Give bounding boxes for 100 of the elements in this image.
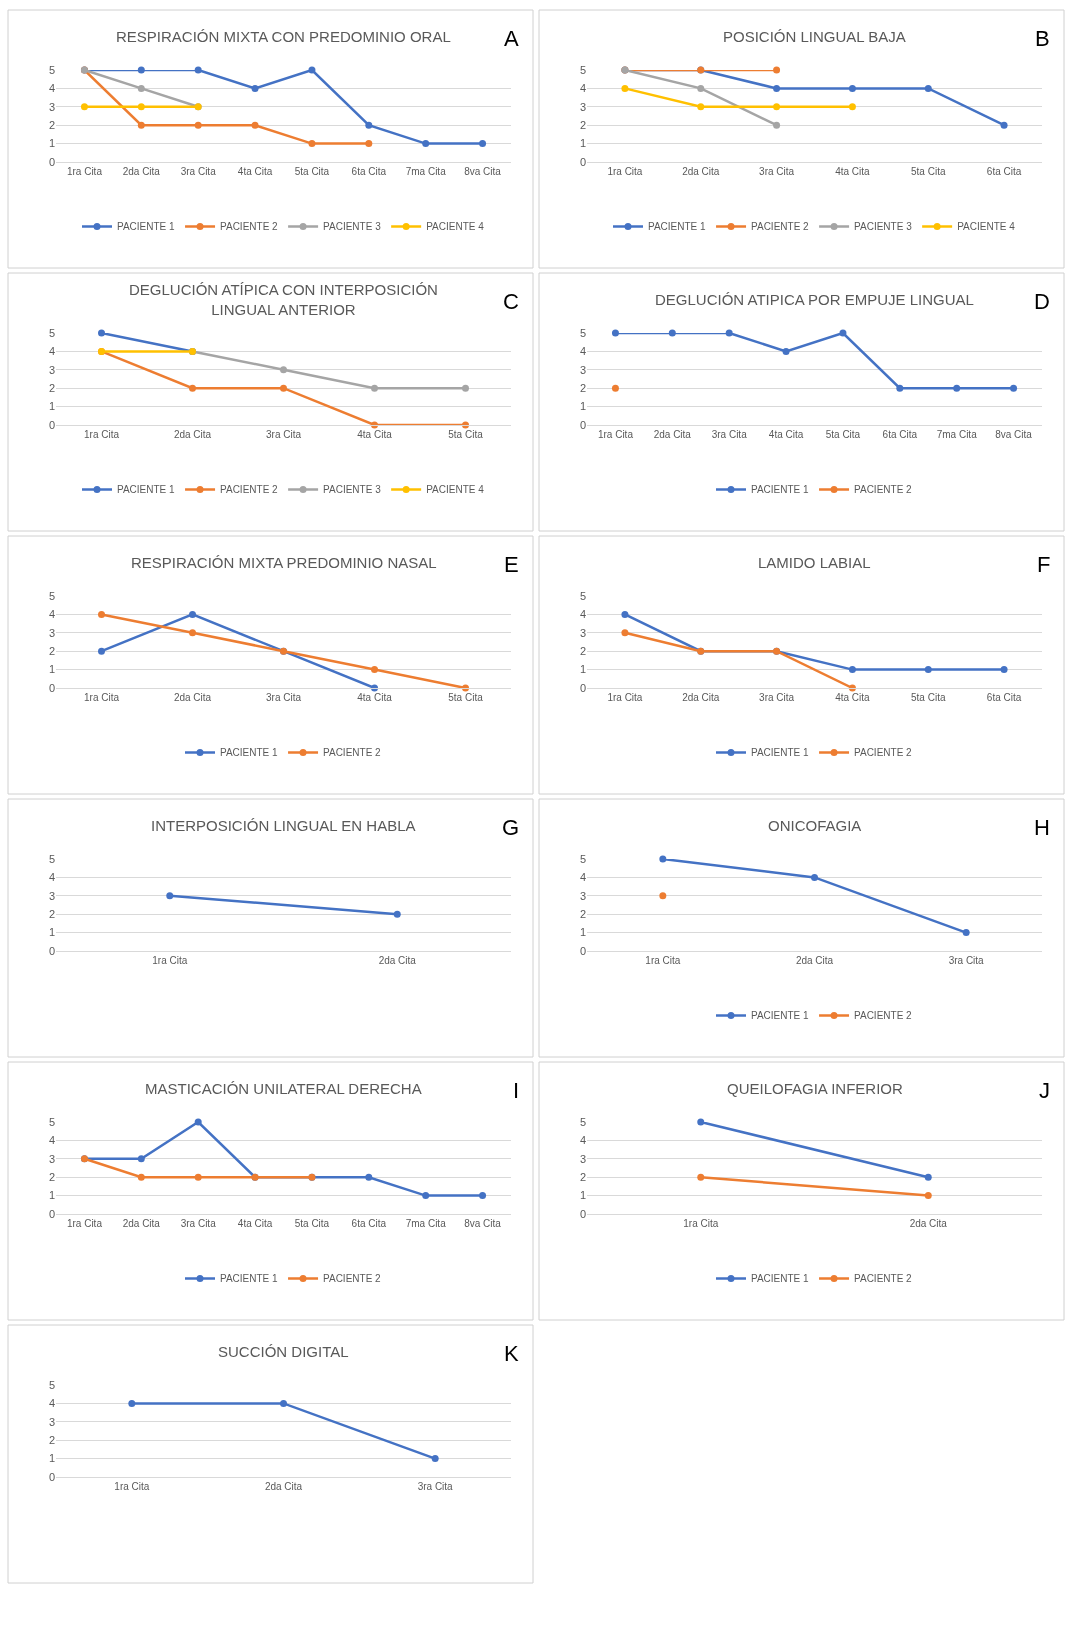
point [848, 103, 856, 111]
point [98, 329, 105, 337]
legend-label: PACIENTE 1 [751, 747, 810, 759]
x-tick-label: 1ra Cita [645, 955, 681, 966]
y-tick-label: 5 [48, 589, 55, 602]
point [924, 1173, 932, 1181]
text: I [513, 1078, 520, 1103]
text: K [504, 1341, 519, 1366]
point [137, 121, 145, 129]
x-tick-label: 8va Cita [995, 429, 1033, 440]
point [896, 384, 904, 392]
point [479, 140, 487, 148]
x-tick-label: 3ra Cita [759, 692, 795, 703]
chart-title: SUCCIÓN DIGITAL [218, 1343, 349, 1360]
point [1010, 384, 1018, 392]
legend-label: PACIENTE 2 [220, 484, 279, 496]
legend-label: PACIENTE 3 [323, 484, 382, 496]
y-tick-label: 2 [48, 1434, 55, 1447]
y-tick-label: 1 [48, 400, 55, 413]
chart-title: INTERPOSICIÓN LINGUAL EN HABLA [151, 817, 416, 834]
x-tick-label: 4ta Cita [237, 166, 273, 177]
x-tick-label: 4ta Cita [357, 429, 393, 440]
y-tick-label: 5 [579, 589, 586, 602]
x-tick-label: 2da Cita [122, 1218, 161, 1229]
y-tick-label: 0 [48, 1470, 55, 1483]
point [251, 121, 259, 129]
y-tick-label: 0 [48, 944, 55, 957]
legend-label: PACIENTE 2 [854, 1273, 913, 1285]
y-tick-label: 4 [48, 1397, 55, 1410]
chart-title: RESPIRACIÓN MIXTA PREDOMINIO NASAL [131, 554, 437, 571]
y-tick-label: 0 [579, 944, 586, 957]
chart-title: DEGLUCIÓN ATIPICA POR EMPUJE LINGUAL [655, 291, 974, 308]
point [697, 84, 705, 92]
legend-label: PACIENTE 1 [117, 221, 176, 233]
x-tick-label: 3ra Cita [417, 1481, 454, 1492]
y-tick-label: 2 [579, 119, 586, 132]
point [80, 103, 88, 111]
legend-label: PACIENTE 4 [426, 221, 485, 233]
chart-title: DEGLUCIÓN ATÍPICA CON INTERPOSICIÓN LINGUAL ANTERIOR [129, 281, 438, 318]
legend-label: PACIENTE 1 [751, 1273, 810, 1285]
x-tick-label: 4ta Cita [237, 1218, 273, 1229]
text: F [1037, 552, 1051, 577]
x-tick-label: 4ta Cita [768, 429, 804, 440]
y-tick-label: 0 [579, 1207, 586, 1220]
point [280, 384, 287, 392]
point [848, 666, 856, 674]
x-tick-label: 2da Cita [909, 1218, 948, 1229]
x-tick-label: 8va Cita [464, 166, 502, 177]
point [1000, 666, 1008, 674]
y-tick-label: 0 [48, 1207, 55, 1220]
point [189, 384, 196, 392]
y-tick-label: 1 [48, 926, 55, 939]
y-tick-label: 5 [579, 326, 586, 339]
point [782, 347, 790, 355]
y-tick-label: 4 [579, 1134, 586, 1147]
point [1000, 121, 1008, 129]
legend-label: PACIENTE 1 [220, 747, 279, 759]
x-tick-label: 6ta Cita [986, 692, 1022, 703]
text: C [503, 289, 519, 314]
y-tick-label: 0 [579, 418, 586, 431]
x-tick-label: 1ra Cita [66, 166, 103, 177]
y-tick-label: 1 [579, 663, 586, 676]
x-tick-label: 2da Cita [795, 955, 834, 966]
y-tick-label: 0 [579, 155, 586, 168]
x-tick-label: 6ta Cita [351, 1218, 387, 1229]
point [194, 1173, 202, 1181]
point [668, 329, 676, 337]
point [371, 666, 378, 674]
y-tick-label: 4 [579, 871, 586, 884]
y-tick-label: 0 [48, 155, 55, 168]
y-tick-label: 0 [48, 418, 55, 431]
point [697, 103, 705, 111]
point [280, 366, 287, 374]
text: D [1034, 289, 1050, 314]
point [659, 855, 667, 863]
x-tick-label: 1ra Cita [66, 1218, 103, 1229]
text: J [1039, 1078, 1050, 1103]
point [697, 1173, 705, 1181]
point [189, 610, 196, 618]
x-tick-label: 1ra Cita [597, 429, 634, 440]
point [137, 103, 145, 111]
legend-label: PACIENTE 2 [323, 1273, 382, 1285]
point [137, 66, 145, 74]
point [621, 84, 629, 92]
y-tick-label: 3 [579, 100, 586, 113]
legend-label: PACIENTE 3 [854, 221, 913, 233]
point [371, 384, 378, 392]
legend-label: PACIENTE 2 [854, 747, 913, 759]
x-tick-label: 4ta Cita [835, 692, 871, 703]
point [621, 610, 629, 618]
y-tick-label: 5 [579, 1115, 586, 1128]
x-tick-label: 3ra Cita [265, 429, 302, 440]
legend-label: PACIENTE 2 [323, 747, 382, 759]
y-tick-label: 3 [48, 626, 55, 639]
y-tick-label: 1 [48, 1452, 55, 1465]
x-tick-label: 3ra Cita [180, 166, 217, 177]
point [98, 610, 105, 618]
x-tick-label: 2da Cita [682, 166, 720, 177]
legend-label: PACIENTE 3 [323, 221, 382, 233]
point [194, 66, 202, 74]
